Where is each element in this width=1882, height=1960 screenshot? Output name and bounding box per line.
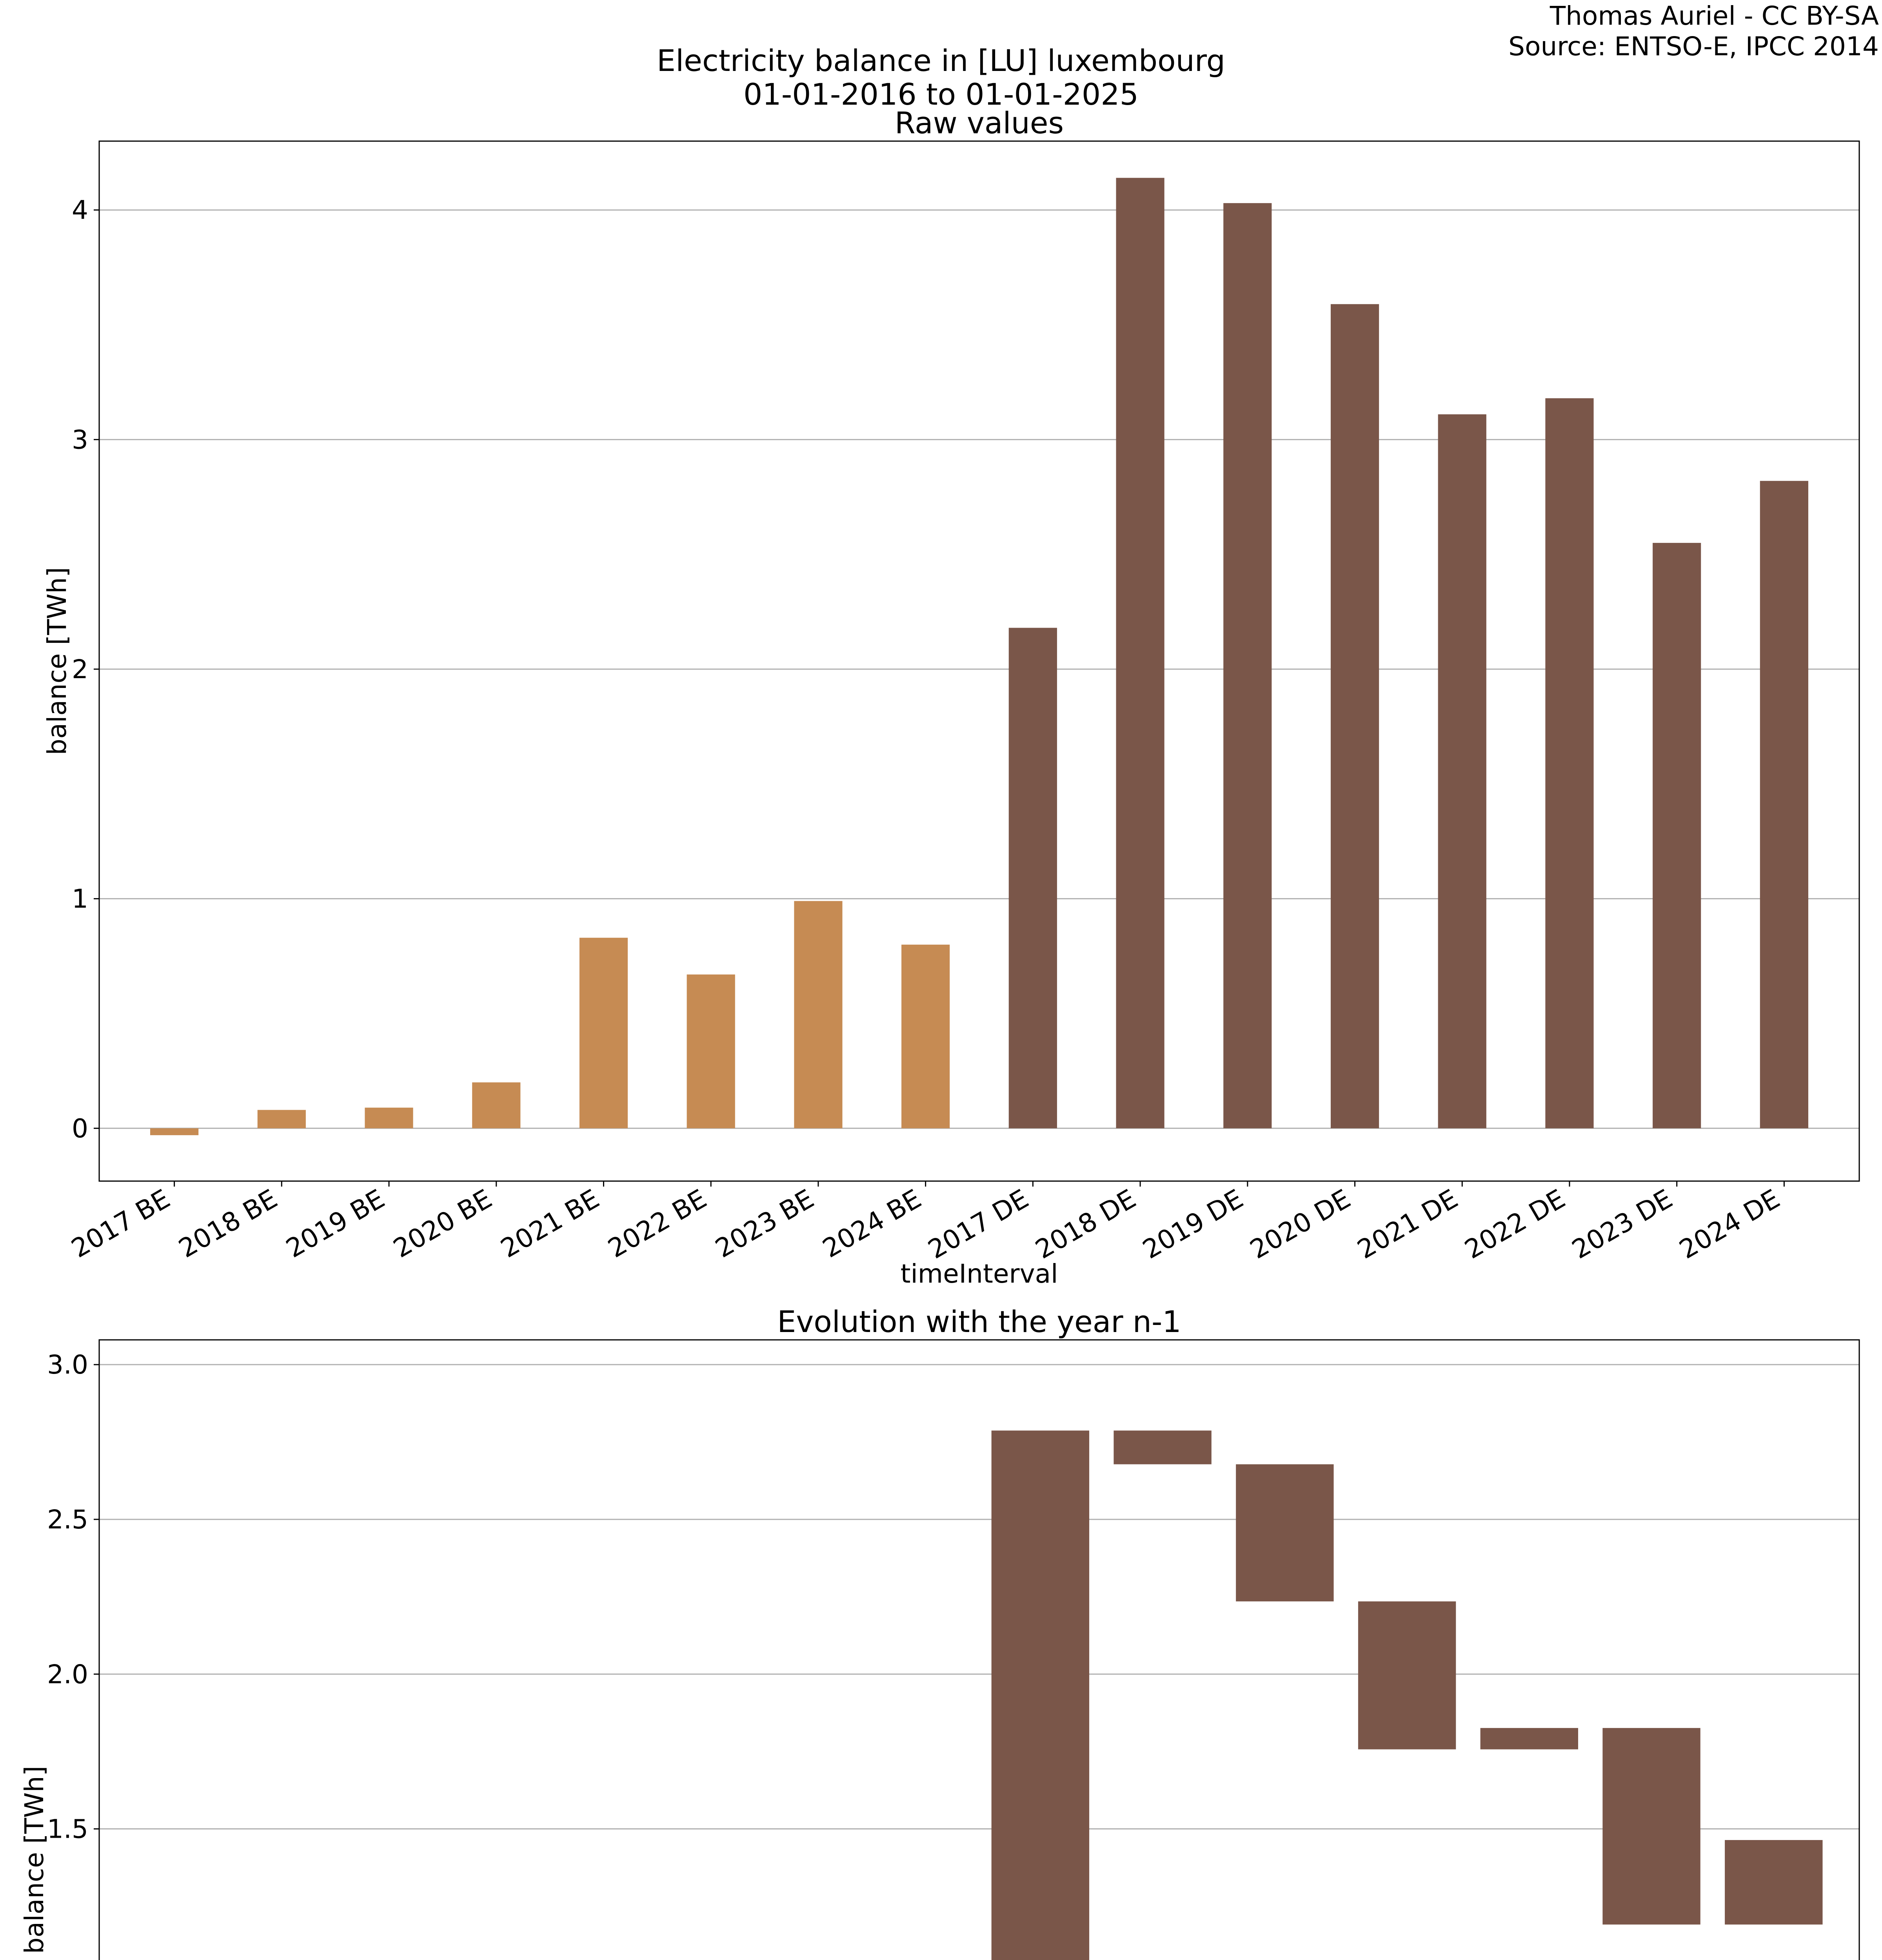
x-tick-label: 2024 BE — [817, 1183, 926, 1264]
bar-2017-be — [150, 1128, 199, 1135]
y-tick-label: 2.5 — [47, 1504, 88, 1535]
bar-2024-de — [1725, 1840, 1823, 1925]
y-axis-label: balance [TWh] — [19, 1766, 49, 1954]
bar-2018-de — [991, 1430, 1090, 1960]
y-tick-label: 3 — [72, 425, 88, 455]
bar-2021-be — [579, 938, 628, 1129]
y-axis-label: balance [TWh] — [42, 567, 72, 755]
y-tick-label: 1 — [72, 884, 88, 914]
x-tick-label: 2024 DE — [1674, 1183, 1785, 1265]
bar-2019-de — [1223, 203, 1272, 1129]
x-tick-label: 2019 BE — [281, 1183, 390, 1264]
x-tick-label: 2020 DE — [1245, 1183, 1355, 1265]
bar-2022-de — [1545, 398, 1594, 1129]
x-tick-label: 2019 DE — [1138, 1183, 1248, 1265]
chart-title: Evolution with the year n-1 — [777, 1304, 1181, 1339]
x-tick-label: 2018 DE — [1030, 1183, 1141, 1265]
evolution-chart: Evolution with the year n-10.00.51.01.52… — [19, 1304, 1860, 1960]
bar-2024-be — [901, 944, 950, 1129]
bar-2018-be — [257, 1110, 306, 1129]
x-tick-label: 2018 BE — [174, 1183, 282, 1264]
chart-title: Raw values — [895, 105, 1064, 140]
x-tick-label: 2020 BE — [388, 1183, 497, 1264]
figure-title-line2: 01-01-2016 to 01-01-2025 — [743, 77, 1139, 112]
bar-2020-be — [472, 1082, 521, 1129]
bar-2023-de — [1653, 543, 1701, 1129]
y-tick-label: 0 — [72, 1113, 88, 1143]
source-credit: Source: ENTSO-E, IPCC 2014 — [1508, 31, 1879, 62]
bar-2022-de — [1480, 1728, 1579, 1749]
x-tick-label: 2022 BE — [603, 1183, 712, 1264]
bar-2020-de — [1236, 1464, 1334, 1602]
x-tick-label: 2022 DE — [1460, 1183, 1570, 1265]
figure-title: Electricity balance in [LU] luxembourg 0… — [0, 44, 1882, 111]
figure-title-line1: Electricity balance in [LU] luxembourg — [657, 43, 1225, 78]
y-tick-label: 2.0 — [47, 1659, 88, 1690]
x-tick-label: 2017 BE — [66, 1183, 175, 1264]
y-tick-label: 2 — [72, 654, 88, 684]
y-tick-label: 4 — [72, 195, 88, 225]
x-tick-label: 2023 BE — [710, 1183, 819, 1264]
y-tick-label: 1.5 — [47, 1814, 88, 1844]
bar-2018-de — [1116, 178, 1164, 1129]
bar-2023-be — [794, 901, 843, 1129]
bar-2021-de — [1358, 1601, 1456, 1749]
x-tick-label: 2023 DE — [1567, 1183, 1677, 1265]
x-tick-label: 2017 DE — [923, 1183, 1034, 1265]
author-credit: Thomas Auriel - CC BY-SA — [1550, 1, 1879, 31]
x-axis-label: timeInterval — [901, 1259, 1058, 1289]
bar-2022-be — [687, 974, 735, 1129]
bar-2020-de — [1330, 304, 1379, 1129]
bar-2019-de — [1114, 1430, 1212, 1465]
x-tick-label: 2021 BE — [496, 1183, 604, 1264]
axes-frame — [98, 1339, 1860, 1960]
bar-2019-be — [365, 1107, 413, 1129]
bar-2023-de — [1602, 1728, 1700, 1925]
bar-2017-de — [1008, 628, 1057, 1129]
y-tick-label: 3.0 — [47, 1350, 88, 1380]
axes-frame — [98, 140, 1860, 1182]
x-tick-label: 2021 DE — [1352, 1183, 1463, 1265]
bar-2021-de — [1438, 414, 1486, 1129]
credit-block: Thomas Auriel - CC BY-SA Source: ENTSO-E… — [1508, 1, 1879, 62]
bar-2024-de — [1760, 481, 1808, 1129]
